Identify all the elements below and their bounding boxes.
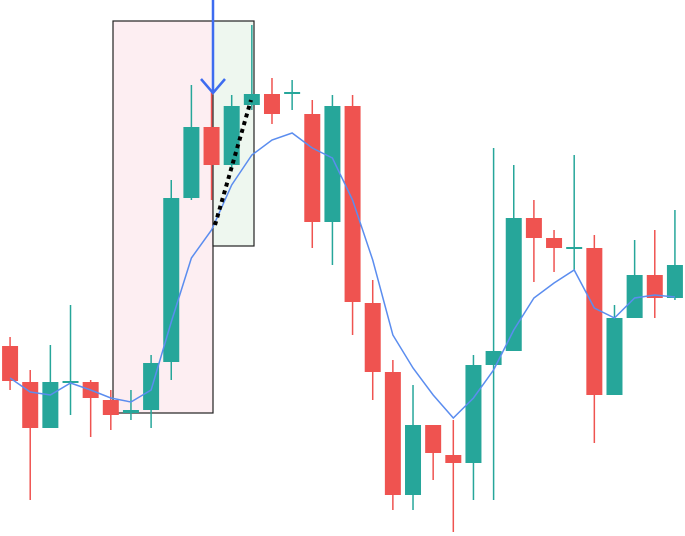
candle-body: [364, 303, 381, 372]
candle-body: [384, 372, 401, 495]
arrow-head: [200, 78, 226, 95]
candle-body: [606, 318, 623, 395]
candle-body: [324, 106, 341, 222]
highlight-box: [112, 20, 214, 414]
candle-body: [243, 94, 260, 105]
candle-body: [405, 425, 422, 495]
candle-body: [62, 381, 79, 383]
moving-average: [9, 132, 676, 420]
candle-body: [465, 365, 482, 463]
candle-body: [203, 127, 220, 165]
candle-body: [445, 455, 462, 463]
candle-body: [163, 198, 180, 362]
candle-body: [425, 425, 442, 453]
candles: [2, 25, 683, 532]
candle-body: [586, 248, 603, 395]
candle-body: [626, 275, 643, 318]
candle-body: [263, 94, 280, 114]
trend-line: [213, 99, 253, 226]
candle-body: [284, 92, 301, 94]
candle-body: [42, 382, 59, 428]
candle-body: [122, 410, 139, 413]
candle-body: [223, 106, 240, 165]
candle-body: [2, 346, 19, 381]
candle-body: [666, 265, 683, 298]
candle-body: [344, 106, 361, 302]
candle-body: [304, 114, 321, 222]
candle-body: [646, 275, 663, 298]
candle-body: [183, 127, 200, 198]
candle-body: [102, 400, 119, 415]
candle-body: [525, 218, 542, 238]
candle-body: [566, 247, 583, 249]
candle-body: [22, 382, 39, 428]
candle-body: [546, 238, 563, 248]
candle-body: [505, 218, 522, 351]
